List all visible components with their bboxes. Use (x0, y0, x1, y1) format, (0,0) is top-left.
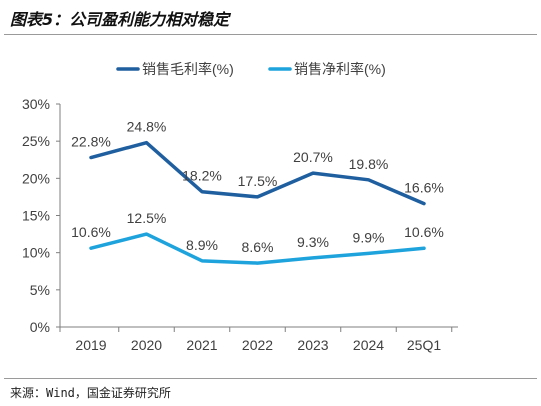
data-label: 16.6% (404, 180, 444, 196)
data-label: 18.2% (182, 168, 222, 184)
legend-entry: 销售净利率(%) (294, 61, 386, 77)
y-tick-label: 10% (22, 245, 50, 261)
data-labels: 22.8% 24.8% 18.2% 17.5% 20.7% 19.8% 16.6% 10.6%… (71, 119, 444, 255)
data-label: 9.9% (353, 229, 385, 245)
data-label: 17.5% (238, 173, 278, 189)
data-label: 9.3% (297, 234, 329, 250)
x-tick-label: 2024 (353, 337, 384, 353)
y-tick-label: 30% (22, 96, 50, 112)
x-tick-label: 25Q1 (407, 337, 441, 353)
series-lines (89, 140, 426, 265)
x-tick-label: 2022 (242, 337, 273, 353)
source-note: 来源：Wind，国金证券研究所 (10, 386, 171, 400)
y-tick-label: 15% (22, 208, 50, 224)
data-label: 10.6% (404, 224, 444, 240)
x-tick-label: 2021 (186, 337, 217, 353)
data-label: 22.8% (71, 134, 111, 150)
legend: 销售毛利率(%) 销售净利率(%) (116, 61, 386, 77)
legend-entry: 销售毛利率(%) (142, 61, 234, 77)
y-tick-label: 0% (30, 319, 50, 335)
y-tick-label: 25% (22, 133, 50, 149)
page-title: 图表5：公司盈利能力相对稳定 (10, 10, 230, 29)
data-label: 20.7% (293, 149, 333, 165)
x-tick-label: 2020 (131, 337, 162, 353)
data-label: 10.6% (71, 224, 111, 240)
x-tick-label: 2023 (297, 337, 328, 353)
title-divider (4, 34, 537, 35)
data-label: 24.8% (127, 119, 167, 135)
y-tick-label: 20% (22, 170, 50, 186)
data-label: 8.6% (242, 239, 274, 255)
data-label: 8.9% (186, 237, 218, 253)
y-tick-label: 5% (30, 282, 50, 298)
x-tick-label: 2019 (75, 337, 106, 353)
data-label: 19.8% (349, 156, 389, 172)
axes: 0% 5% 10% 15% 20% 25% 30% 2019 2020 2021 2022 2023 2… (22, 96, 458, 353)
footer-divider (4, 378, 537, 379)
data-label: 12.5% (127, 210, 167, 226)
